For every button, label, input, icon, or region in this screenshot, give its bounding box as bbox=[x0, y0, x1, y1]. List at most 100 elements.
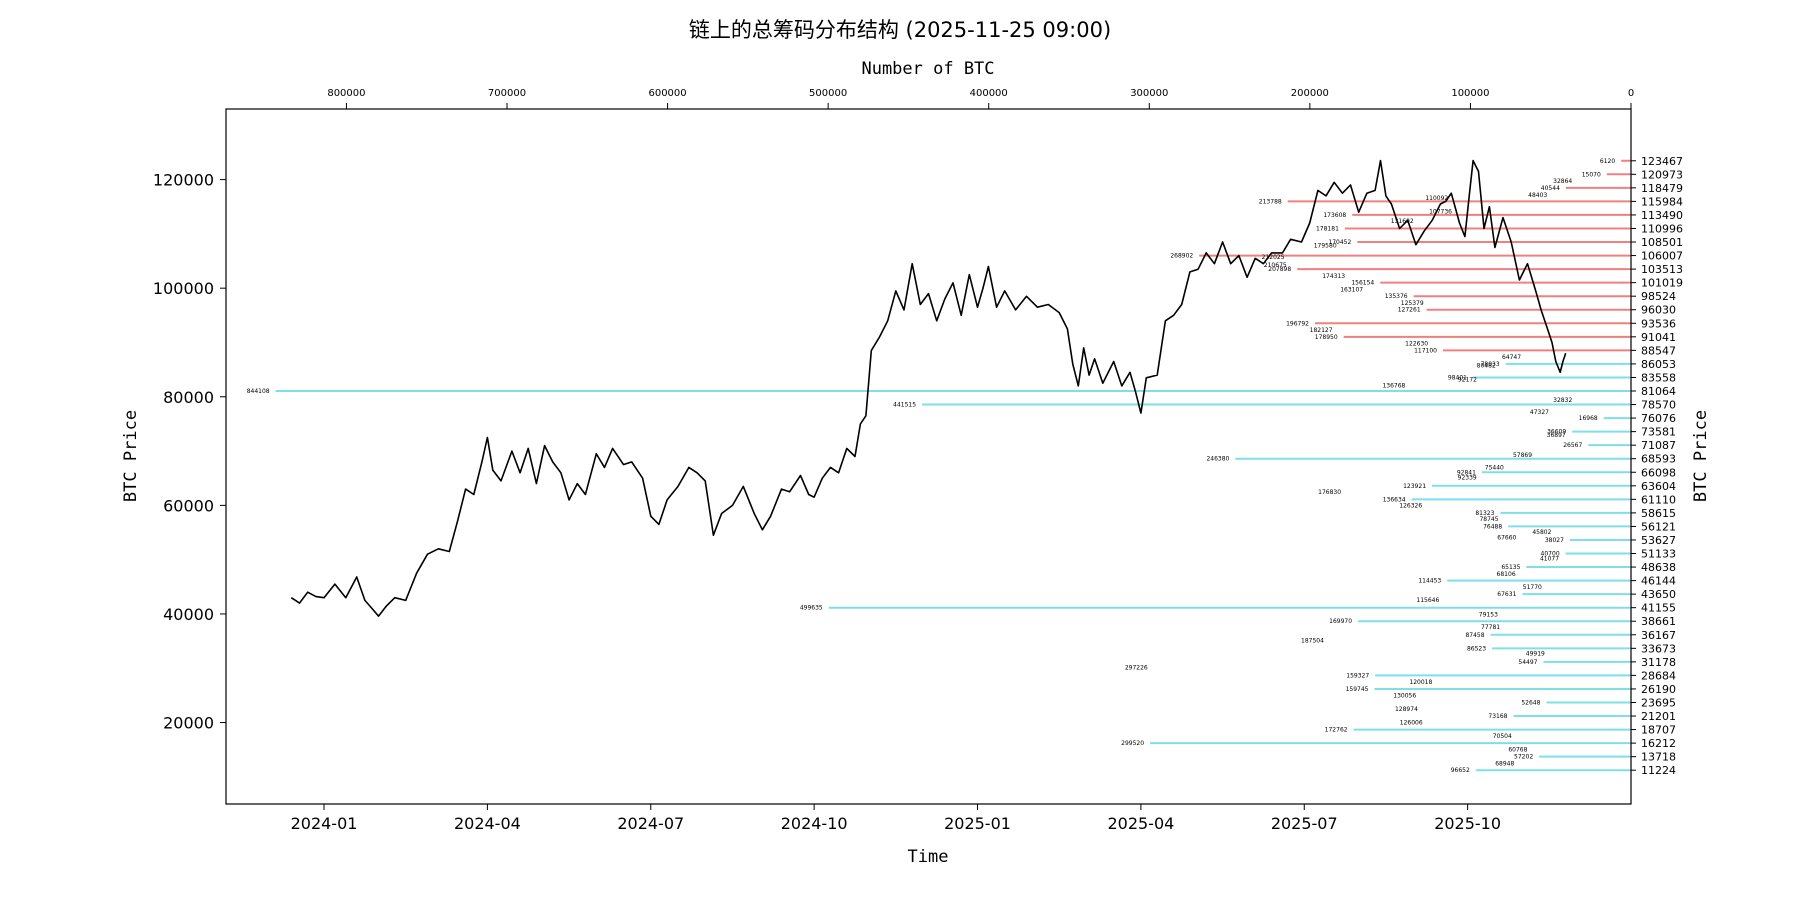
btc-price-line bbox=[290, 159, 1567, 617]
right-tick-label: 76076 bbox=[1641, 412, 1676, 425]
bar-value-label-98524: 135376 bbox=[1385, 293, 1408, 300]
right-tick-label: 110996 bbox=[1641, 222, 1683, 235]
right-tick-label: 108501 bbox=[1641, 236, 1683, 249]
bar-value-label-58615: 81323 bbox=[1475, 510, 1494, 517]
bar-value-label-115984: 213788 bbox=[1259, 198, 1282, 205]
bar-value-label-103513: 207898 bbox=[1268, 266, 1291, 273]
right-tick-label: 68593 bbox=[1641, 453, 1676, 466]
x-axis-label: Time bbox=[908, 847, 949, 867]
top-tick-label: 100000 bbox=[1451, 88, 1489, 99]
bar-value-label: 115646 bbox=[1416, 597, 1439, 604]
bar-value-label-28684: 159327 bbox=[1346, 672, 1369, 679]
top-tick-label: 400000 bbox=[970, 88, 1008, 99]
bar-value-label-86053: 78033 bbox=[1481, 361, 1500, 368]
bar-value-label-61110: 136634 bbox=[1383, 496, 1406, 503]
bar-value-label: 92339 bbox=[1458, 475, 1477, 482]
bar-value-label-18707: 172762 bbox=[1325, 727, 1348, 734]
right-tick-label: 98524 bbox=[1641, 290, 1676, 303]
bar-value-label-120973: 15070 bbox=[1582, 171, 1601, 178]
bar-value-label: 48403 bbox=[1528, 192, 1547, 199]
top-axis-ticks: 800000 700000 600000 500000 400000 300000 2000… bbox=[327, 88, 1634, 109]
y-tick-label: 60000 bbox=[163, 496, 214, 515]
bar-value-label: 179580 bbox=[1314, 242, 1337, 249]
bar-value-label-113490: 173608 bbox=[1323, 212, 1346, 219]
bar-value-label: 120018 bbox=[1409, 679, 1432, 686]
bar-value-label: 36897 bbox=[1547, 432, 1566, 439]
y-tick-label: 20000 bbox=[163, 714, 214, 733]
x-tick-label: 2024-01 bbox=[291, 814, 358, 833]
right-tick-label: 28684 bbox=[1641, 669, 1676, 682]
right-tick-label: 86053 bbox=[1641, 358, 1676, 371]
right-axis-ticks: 1234671209731184791159841134901109961085… bbox=[1631, 155, 1683, 777]
bar-value-label: 163107 bbox=[1340, 286, 1363, 293]
bar-value-label: 130056 bbox=[1393, 692, 1416, 699]
bar-value-label-88547: 117100 bbox=[1414, 347, 1437, 354]
right-tick-label: 21201 bbox=[1641, 710, 1676, 723]
bar-value-label: 32832 bbox=[1553, 397, 1572, 404]
bar-value-label: 110092 bbox=[1425, 195, 1448, 202]
right-tick-label: 120973 bbox=[1641, 168, 1683, 181]
top-tick-label: 0 bbox=[1628, 88, 1634, 99]
right-tick-label: 63604 bbox=[1641, 480, 1676, 493]
bar-value-label-36167: 87458 bbox=[1465, 632, 1484, 639]
bar-value-label: 60768 bbox=[1508, 747, 1527, 754]
bar-value-label: 80482 bbox=[1477, 362, 1496, 369]
right-tick-label: 46144 bbox=[1641, 575, 1676, 588]
bar-value-label: 64747 bbox=[1502, 354, 1521, 361]
x-tick-label: 2025-10 bbox=[1434, 814, 1501, 833]
right-tick-label: 48638 bbox=[1641, 561, 1676, 574]
bar-value-label: 128974 bbox=[1395, 706, 1418, 713]
right-tick-label: 38661 bbox=[1641, 615, 1676, 628]
bar-value-label-13718: 57202 bbox=[1514, 754, 1533, 761]
right-tick-label: 103513 bbox=[1641, 263, 1683, 276]
bar-value-label: 297226 bbox=[1125, 665, 1148, 672]
right-tick-label: 91041 bbox=[1641, 331, 1676, 344]
bar-value-label: 49919 bbox=[1526, 651, 1545, 658]
bar-value-label-68593: 246380 bbox=[1206, 456, 1229, 463]
bar-value-label: 75440 bbox=[1485, 464, 1504, 471]
right-tick-label: 106007 bbox=[1641, 250, 1683, 263]
top-tick-label: 500000 bbox=[809, 88, 847, 99]
bar-value-label: 68106 bbox=[1497, 571, 1516, 578]
right-tick-label: 83558 bbox=[1641, 371, 1676, 384]
bar-value-label-23695: 52648 bbox=[1521, 699, 1540, 706]
bar-value-label-53627: 38027 bbox=[1545, 537, 1564, 544]
right-tick-label: 56121 bbox=[1641, 520, 1676, 533]
bar-value-label: 136768 bbox=[1382, 382, 1405, 389]
bar-value-label-91041: 178950 bbox=[1315, 334, 1338, 341]
y-tick-label: 120000 bbox=[153, 171, 214, 190]
right-tick-label: 118479 bbox=[1641, 182, 1683, 195]
x-tick-label: 2024-10 bbox=[781, 814, 848, 833]
x-tick-label: 2025-07 bbox=[1271, 814, 1338, 833]
right-tick-label: 23695 bbox=[1641, 696, 1676, 709]
x-tick-label: 2024-07 bbox=[617, 814, 684, 833]
right-tick-label: 71087 bbox=[1641, 439, 1676, 452]
left-axis-ticks: 20000 40000 60000 80000 100000 120000 bbox=[153, 171, 226, 733]
y-tick-label: 80000 bbox=[163, 388, 214, 407]
bar-value-label: 51770 bbox=[1523, 584, 1542, 591]
bar-value-label-56121: 76488 bbox=[1483, 523, 1502, 530]
bar-value-label-78570: 441515 bbox=[893, 402, 916, 409]
right-tick-label: 16212 bbox=[1641, 737, 1676, 750]
bottom-axis-ticks: 2024-01 2024-04 2024-07 2024-10 2025-01 2025-… bbox=[291, 804, 1501, 833]
bar-value-label-93536: 196792 bbox=[1286, 320, 1309, 327]
right-tick-label: 33673 bbox=[1641, 642, 1676, 655]
price-line-layer bbox=[290, 159, 1567, 617]
plot-frame bbox=[225, 108, 1632, 805]
bar-value-label-26190: 159745 bbox=[1346, 686, 1369, 693]
bar-value-label-48638: 65135 bbox=[1501, 564, 1520, 571]
right-tick-label: 73581 bbox=[1641, 426, 1676, 439]
bar-value-label: 126006 bbox=[1400, 720, 1423, 727]
right-tick-label: 51133 bbox=[1641, 548, 1676, 561]
bar-value-label-83558: 98401 bbox=[1448, 374, 1467, 381]
bar-value-label: 41077 bbox=[1540, 556, 1559, 563]
chart-title: 链上的总筹码分布结构 (2025-11-25 09:00) bbox=[689, 18, 1111, 42]
y-tick-label: 40000 bbox=[163, 605, 214, 624]
bar-value-label: 77781 bbox=[1481, 624, 1500, 631]
bar-value-label-110996: 178181 bbox=[1316, 225, 1339, 232]
bar-value-label-96030: 127261 bbox=[1398, 307, 1421, 314]
bar-value-label-51133: 40700 bbox=[1541, 551, 1560, 558]
y-axis-label: BTC Price bbox=[121, 410, 141, 502]
right-tick-label: 93536 bbox=[1641, 317, 1676, 330]
right-tick-label: 66098 bbox=[1641, 466, 1676, 479]
